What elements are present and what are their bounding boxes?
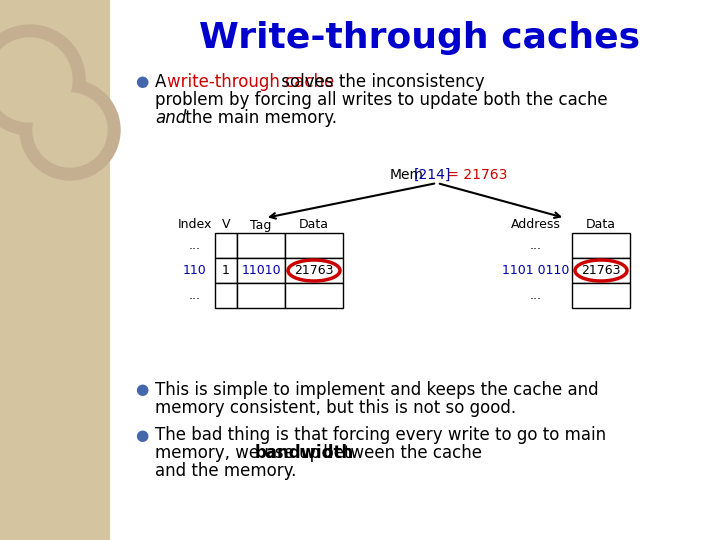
Text: and the memory.: and the memory.: [155, 462, 297, 480]
Text: and: and: [155, 109, 186, 127]
Text: 110: 110: [183, 264, 207, 277]
Text: Index: Index: [178, 219, 212, 232]
Text: 21763: 21763: [581, 264, 621, 277]
Bar: [215, 233, 237, 258]
Text: the main memory.: the main memory.: [180, 109, 337, 127]
Circle shape: [20, 80, 120, 180]
Text: ●: ●: [135, 428, 148, 442]
Text: 1101 0110: 1101 0110: [503, 264, 570, 277]
Text: bandwidth: bandwidth: [255, 444, 354, 462]
Text: Write-through caches: Write-through caches: [199, 21, 641, 55]
Text: 1: 1: [222, 264, 230, 277]
Bar: [285, 233, 343, 258]
Circle shape: [0, 38, 72, 122]
Text: ...: ...: [530, 289, 542, 302]
Text: Data: Data: [299, 219, 329, 232]
Text: memory consistent, but this is not so good.: memory consistent, but this is not so go…: [155, 399, 516, 417]
Bar: [215, 283, 237, 308]
Text: 21763: 21763: [294, 264, 334, 277]
Text: Tag: Tag: [251, 219, 271, 232]
Text: A: A: [155, 73, 171, 91]
Text: write-through cache: write-through cache: [167, 73, 334, 91]
Bar: [215, 258, 237, 283]
Bar: [237, 258, 285, 283]
Bar: [237, 283, 285, 308]
Text: ...: ...: [530, 239, 542, 252]
Bar: [572, 283, 630, 308]
Circle shape: [0, 25, 85, 135]
Text: ...: ...: [189, 239, 201, 252]
Text: = 21763: = 21763: [443, 168, 508, 182]
Text: problem by forcing all writes to update both the cache: problem by forcing all writes to update …: [155, 91, 608, 109]
Text: 11010: 11010: [241, 264, 281, 277]
Text: memory, we use up: memory, we use up: [155, 444, 325, 462]
Text: Mem: Mem: [390, 168, 424, 182]
Text: V: V: [222, 219, 230, 232]
Bar: [285, 258, 343, 283]
Bar: [572, 233, 630, 258]
Text: [214]: [214]: [414, 168, 451, 182]
Text: Address: Address: [511, 219, 561, 232]
Text: ●: ●: [135, 382, 148, 397]
Text: This is simple to implement and keeps the cache and: This is simple to implement and keeps th…: [155, 381, 598, 399]
Text: Data: Data: [586, 219, 616, 232]
Text: The bad thing is that forcing every write to go to main: The bad thing is that forcing every writ…: [155, 426, 606, 444]
Bar: [237, 233, 285, 258]
Text: solves the inconsistency: solves the inconsistency: [276, 73, 485, 91]
Text: between the cache: between the cache: [318, 444, 482, 462]
Text: ●: ●: [135, 75, 148, 90]
Circle shape: [33, 93, 107, 167]
Bar: [285, 283, 343, 308]
Bar: [572, 258, 630, 283]
Polygon shape: [0, 0, 110, 540]
Text: ...: ...: [189, 289, 201, 302]
